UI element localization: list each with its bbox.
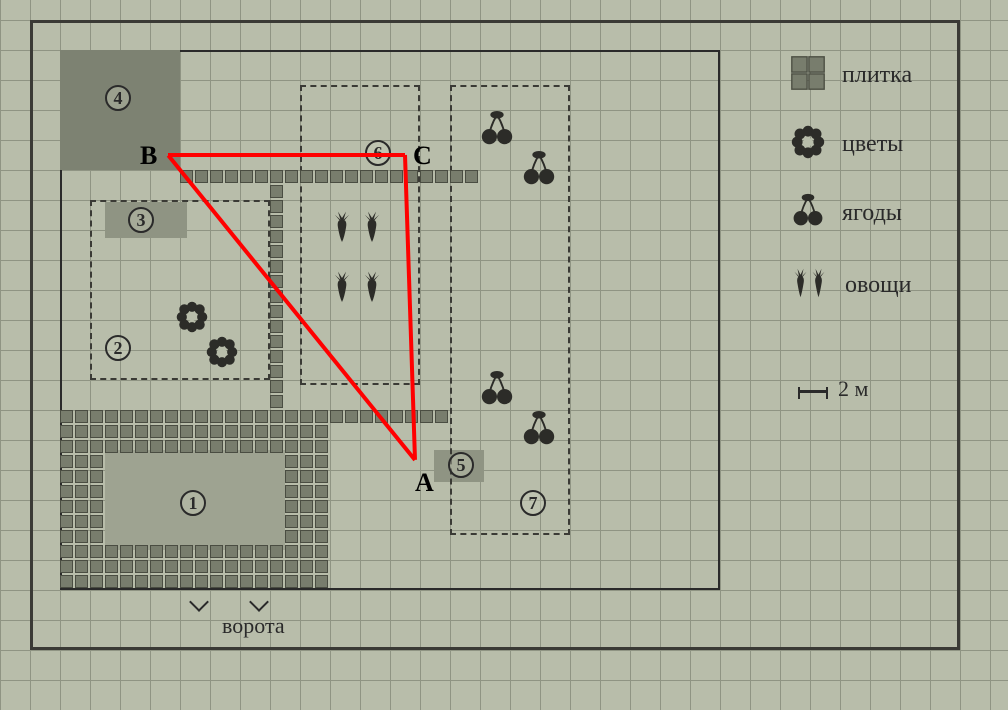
legend-text: овощи (845, 272, 912, 299)
legend-item-carrot: овощи (790, 262, 912, 309)
scale-text: 2 м (838, 376, 868, 402)
carrot-icon (360, 210, 384, 249)
paper-bg: 1234567 ABC плитка цветы ягоды овощи 2 м… (0, 0, 1008, 710)
carrot-icon (360, 270, 384, 309)
cherry-icon (520, 410, 558, 453)
carrot-icon (790, 262, 829, 309)
vertex-label-A: A (415, 468, 434, 498)
scale-bar (798, 390, 828, 393)
cherry-icon (478, 370, 516, 413)
legend: плитка цветы ягоды овощи (790, 55, 912, 309)
gate-text: ворота (222, 613, 285, 639)
zone-marker-3: 3 (128, 207, 154, 233)
zone-marker-2: 2 (105, 335, 131, 361)
flower-icon (790, 124, 826, 165)
vertex-label-C: C (413, 141, 432, 171)
carrot-icon (330, 210, 354, 249)
legend-item-flower: цветы (790, 124, 912, 165)
vertex-label-B: B (140, 141, 157, 171)
legend-item-cherry: ягоды (790, 193, 912, 234)
legend-text: цветы (842, 131, 903, 158)
zone-marker-1: 1 (180, 490, 206, 516)
legend-text: плитка (842, 62, 912, 89)
flower-icon (175, 300, 209, 339)
carrot-icon (330, 270, 354, 309)
legend-text: ягоды (842, 200, 902, 227)
cherry-icon (790, 193, 826, 234)
flower-icon (205, 335, 239, 374)
zone-marker-5: 5 (448, 452, 474, 478)
zone-marker-7: 7 (520, 490, 546, 516)
tiles-icon (790, 55, 826, 96)
cherry-icon (478, 110, 516, 153)
cherry-icon (520, 150, 558, 193)
legend-item-tiles: плитка (790, 55, 912, 96)
zone-marker-4: 4 (105, 85, 131, 111)
